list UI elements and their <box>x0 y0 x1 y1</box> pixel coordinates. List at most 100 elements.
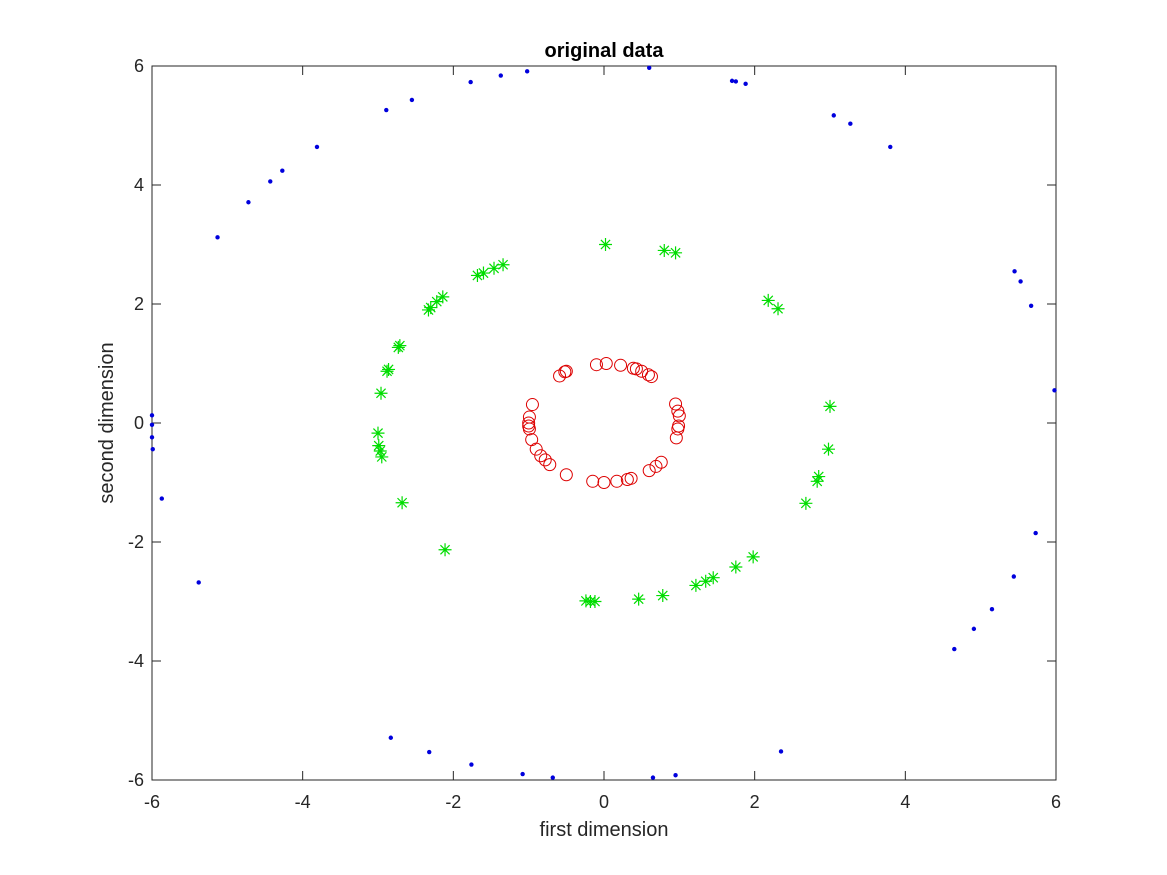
data-point-dot <box>647 65 652 70</box>
data-points <box>149 65 1057 780</box>
y-tick-label: -2 <box>128 532 144 552</box>
y-axis-label: second dimension <box>96 342 118 503</box>
data-point-dot <box>1028 303 1034 308</box>
x-tick-label: -6 <box>144 792 160 812</box>
data-point-circle <box>642 464 656 478</box>
data-point-asterisk <box>761 293 775 307</box>
data-point-dot <box>1018 279 1023 284</box>
data-point-dot <box>150 446 155 452</box>
data-point-circle <box>610 474 624 488</box>
data-point-circle <box>525 398 539 412</box>
data-point-circle <box>586 474 600 488</box>
data-point-asterisk <box>706 571 720 585</box>
data-point-dot <box>196 580 201 585</box>
data-point-asterisk <box>599 238 613 251</box>
data-point-circle <box>669 431 683 445</box>
data-point-circle <box>534 449 548 463</box>
data-point-dot <box>215 235 220 240</box>
data-point-dot <box>952 646 957 652</box>
data-point-asterisk <box>821 442 835 456</box>
y-tick-label: 2 <box>134 294 144 314</box>
data-point-asterisk <box>375 450 389 464</box>
series-circle <box>522 357 686 489</box>
data-point-asterisk <box>812 470 826 484</box>
data-point-dot <box>149 435 155 440</box>
data-point-circle <box>529 442 543 456</box>
data-point-circle <box>635 364 649 378</box>
axis-ticks: -6 -4 -2 0 2 4 6 -6 -4 -2 0 2 4 6 <box>128 56 1061 812</box>
data-point-circle <box>671 422 685 436</box>
data-point-asterisk <box>476 266 490 280</box>
data-point-asterisk <box>699 574 713 588</box>
data-point-asterisk <box>746 550 760 564</box>
data-point-dot <box>469 762 474 767</box>
chart-title: original data <box>545 40 665 62</box>
data-point-dot <box>280 168 285 173</box>
data-point-dot <box>673 773 678 778</box>
data-point-dot <box>743 81 748 87</box>
data-point-dot <box>729 78 735 84</box>
plot-area <box>151 65 1057 781</box>
data-point-dot <box>778 749 784 754</box>
data-point-dot <box>149 422 155 427</box>
data-point-circle <box>522 422 536 436</box>
x-tick-label: 2 <box>750 792 760 812</box>
data-point-dot <box>971 626 977 632</box>
series-asterisk <box>371 238 837 608</box>
data-point-circle <box>641 368 655 382</box>
data-point-asterisk <box>689 578 703 592</box>
x-tick-label: 4 <box>900 792 910 812</box>
data-point-dot <box>650 775 656 780</box>
data-point-asterisk <box>669 246 683 260</box>
y-tick-label: 4 <box>134 175 144 195</box>
data-point-circle <box>522 416 536 430</box>
data-point-circle <box>559 364 573 378</box>
y-tick-label: -4 <box>128 651 144 671</box>
data-point-circle <box>559 468 573 482</box>
data-point-circle <box>543 458 557 472</box>
data-point-asterisk <box>496 258 510 272</box>
data-point-dot <box>733 79 739 84</box>
data-point-asterisk <box>373 444 387 458</box>
data-point-asterisk <box>771 302 785 316</box>
data-point-circle <box>671 404 685 418</box>
data-point-asterisk <box>372 439 386 453</box>
data-point-dot <box>409 97 415 103</box>
data-point-dot <box>314 144 320 150</box>
data-point-circle <box>599 357 613 370</box>
data-point-dot <box>468 79 473 85</box>
data-point-asterisk <box>374 386 388 400</box>
data-point-dot <box>1033 530 1038 536</box>
data-point-asterisk <box>395 496 409 510</box>
data-point-asterisk <box>656 589 670 603</box>
series-dot <box>149 65 1057 780</box>
data-point-dot <box>427 749 432 755</box>
data-point-dot <box>268 179 273 184</box>
y-tick-label: 0 <box>134 413 144 433</box>
data-point-circle <box>654 455 668 469</box>
data-point-asterisk <box>438 543 452 557</box>
data-point-dot <box>524 69 530 74</box>
data-point-asterisk <box>380 364 394 378</box>
y-tick-label: -6 <box>128 770 144 790</box>
data-point-circle <box>538 453 552 467</box>
data-point-asterisk <box>470 268 484 282</box>
data-point-asterisk <box>487 261 501 275</box>
data-point-asterisk <box>632 592 646 606</box>
data-point-dot <box>1052 388 1057 393</box>
data-point-asterisk <box>657 243 671 257</box>
x-tick-label: 0 <box>599 792 609 812</box>
data-point-asterisk <box>421 303 435 317</box>
data-point-asterisk <box>588 595 602 608</box>
data-point-dot <box>848 121 853 126</box>
data-point-dot <box>989 607 995 612</box>
data-point-dot <box>1012 269 1017 274</box>
data-point-asterisk <box>391 340 405 354</box>
data-point-asterisk <box>430 295 444 309</box>
data-point-dot <box>384 107 389 113</box>
x-tick-label: 6 <box>1051 792 1061 812</box>
x-tick-label: -4 <box>295 792 311 812</box>
data-point-asterisk <box>799 496 813 510</box>
data-point-dot <box>831 113 836 118</box>
